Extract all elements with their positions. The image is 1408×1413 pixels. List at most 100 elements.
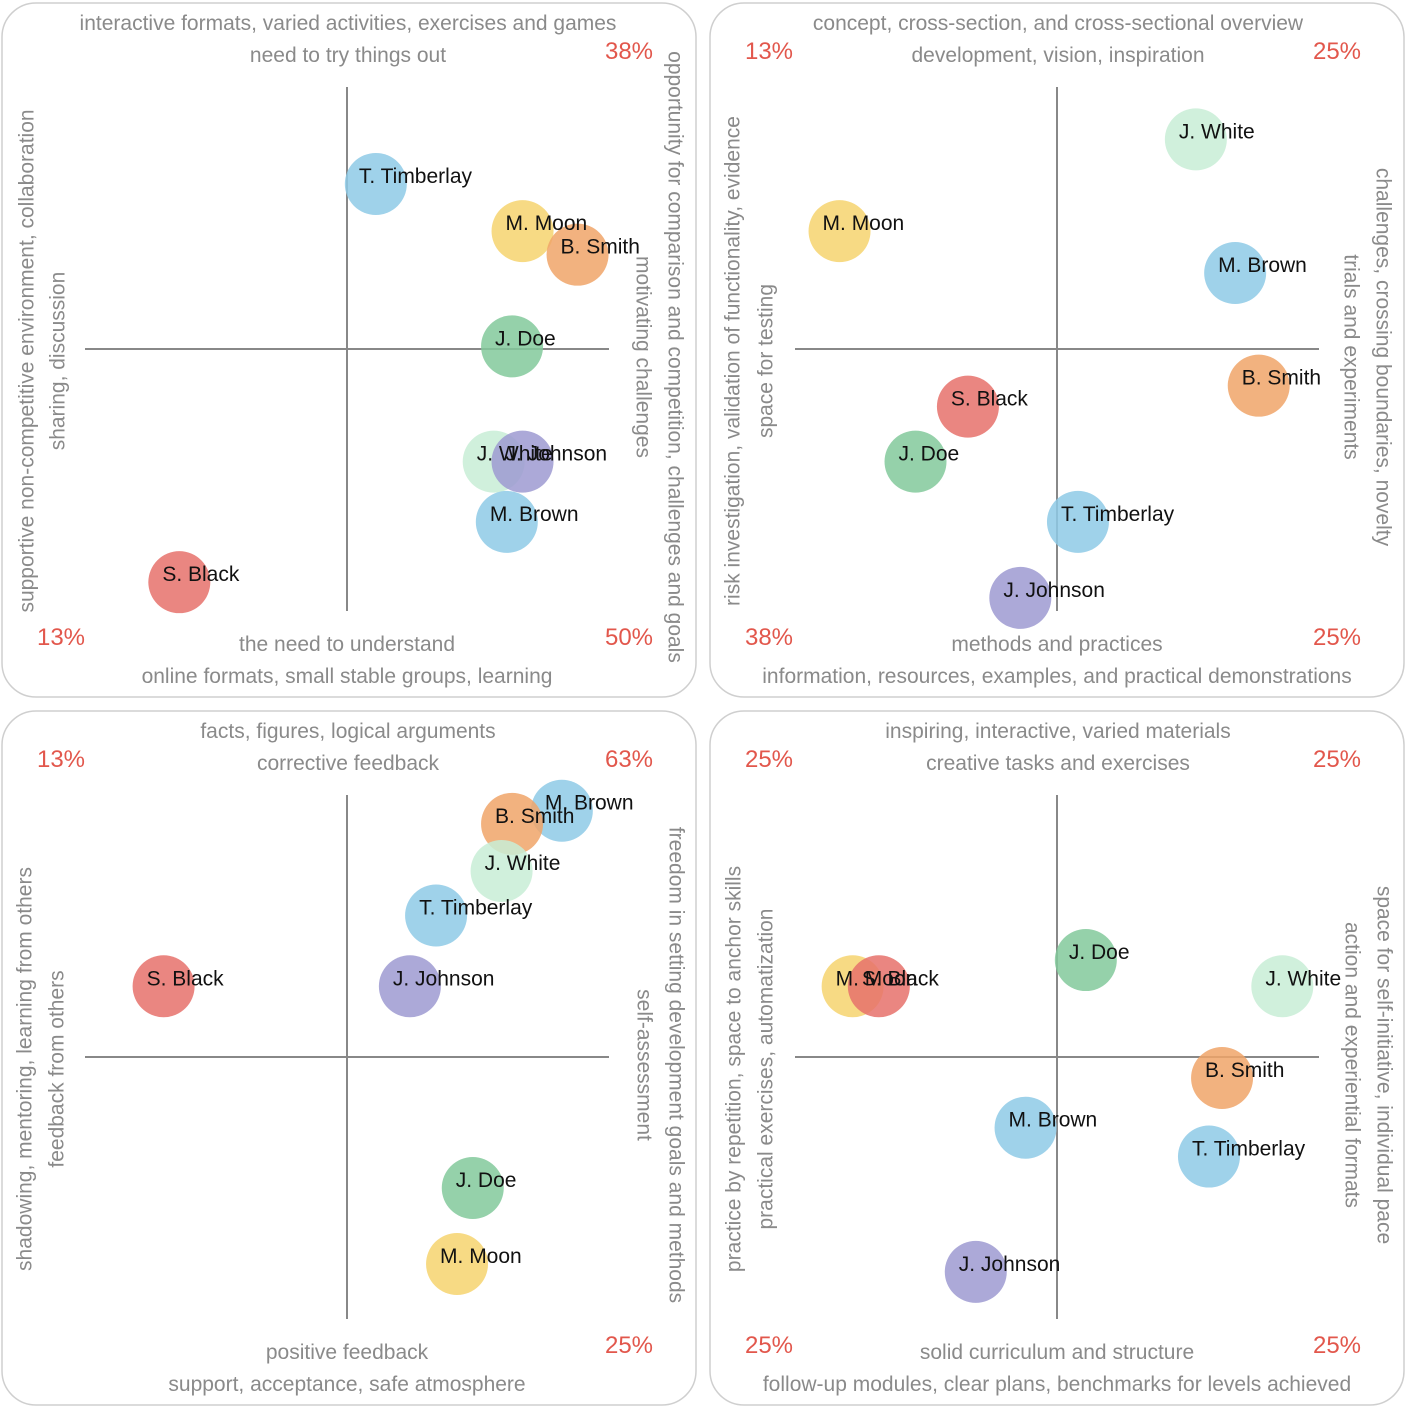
top-label-secondary: corrective feedback (257, 752, 440, 775)
data-point-marker (1177, 1125, 1240, 1188)
data-point-marker (546, 223, 609, 286)
panel-frame (709, 2, 1405, 698)
data-point-label: B. Smith (561, 236, 640, 259)
right-label-secondary: trials and experiments (1340, 254, 1363, 459)
quadrant-percent-tr: 63% (605, 746, 653, 773)
data-point-marker (530, 779, 593, 842)
data-point-label: J. Johnson (393, 967, 495, 990)
data-point-label: M. Moon (823, 212, 905, 235)
data-point-label: M. Moon (836, 967, 918, 990)
right-label-secondary: action and experiential formats (1341, 922, 1364, 1208)
top-label-secondary: creative tasks and exercises (926, 752, 1190, 775)
data-point-label: M. Brown (490, 503, 579, 526)
data-point-marker (936, 375, 999, 438)
data-point-marker (491, 200, 554, 263)
right-label-primary: space for self-initiative, individual pa… (1373, 886, 1396, 1244)
data-point-marker (1204, 242, 1267, 305)
data-point-label: J. Johnson (1003, 579, 1105, 602)
left-label-secondary: sharing, discussion (47, 272, 70, 451)
left-label-secondary: feedback from others (46, 970, 69, 1167)
data-point-marker (426, 1232, 489, 1295)
data-point-marker (1046, 490, 1109, 553)
quadrant-percent-bl: 25% (745, 1332, 793, 1359)
data-point-label: M. Brown (1218, 254, 1307, 277)
data-point-marker (1227, 354, 1290, 417)
data-point-marker (475, 490, 538, 553)
data-point-label: J. Johnson (959, 1253, 1061, 1276)
data-point-marker (148, 551, 211, 614)
data-point-label: M. Moon (506, 212, 588, 235)
left-label-primary: shadowing, mentoring, learning from othe… (14, 867, 37, 1271)
top-label-primary: interactive formats, varied activities, … (80, 12, 617, 35)
data-point-marker (808, 200, 871, 263)
data-point-label: T. Timberlay (1061, 503, 1175, 526)
quadrant-percent-tl: 13% (745, 38, 793, 65)
right-label-secondary: motivating challenges (632, 256, 655, 458)
data-point-label: M. Moon (440, 1245, 522, 1268)
data-point-label: S. Black (862, 967, 940, 990)
quadrant-chart-3: facts, figures, logical arguments correct… (1, 710, 697, 1406)
right-label-primary: freedom in setting development goals and… (665, 827, 688, 1303)
data-point-label: J. Doe (899, 443, 960, 466)
quadrant-percent-bl: 38% (745, 624, 793, 651)
left-label-secondary: space for testing (755, 284, 778, 438)
bottom-label-secondary: support, acceptance, safe atmosphere (168, 1373, 525, 1396)
top-label-secondary: development, vision, inspiration (912, 44, 1205, 67)
data-point-label: B. Smith (1242, 367, 1321, 390)
quadrant-percent-br: 25% (1313, 624, 1361, 651)
data-point-label: J. Johnson (506, 443, 608, 466)
data-point-marker (441, 1157, 504, 1219)
quadrant-chart-1: interactive formats, varied activities, … (1, 2, 697, 698)
data-point-label: T. Timberlay (1192, 1138, 1306, 1161)
data-point-label: J. Doe (495, 327, 556, 350)
data-point-marker (989, 566, 1052, 629)
left-label-primary: practice by repetition, space to anchor … (723, 866, 746, 1272)
bottom-label-primary: the need to understand (239, 633, 455, 656)
data-point-label: B. Smith (495, 805, 574, 828)
right-label-primary: opportunity for comparison and competiti… (664, 51, 687, 663)
data-point-marker (994, 1096, 1057, 1159)
data-point-label: M. Brown (1009, 1109, 1098, 1132)
data-point-label: T. Timberlay (359, 165, 473, 188)
data-point-label: T. Timberlay (419, 897, 533, 920)
data-point-marker (1251, 955, 1314, 1018)
bottom-label-primary: solid curriculum and structure (920, 1341, 1194, 1364)
data-point-marker (1164, 108, 1227, 171)
data-point-marker (481, 792, 544, 855)
quadrant-percent-br: 50% (605, 624, 653, 651)
quadrant-chart-4: inspiring, interactive, varied materials… (709, 710, 1405, 1406)
data-point-label: B. Smith (1205, 1059, 1284, 1082)
data-point-label: S. Black (147, 967, 225, 990)
data-point-marker (847, 955, 910, 1018)
data-point-label: J. White (477, 443, 553, 466)
data-point-marker (481, 315, 544, 378)
data-point-marker (884, 430, 947, 493)
left-label-primary: risk investigation, validation of functi… (722, 116, 745, 606)
left-label-primary: supportive non-competitive environment, … (16, 109, 39, 612)
quadrant-chart-2: concept, cross-section, and cross-sectio… (709, 2, 1405, 698)
bottom-label-secondary: online formats, small stable groups, lea… (142, 665, 553, 688)
data-point-label: J. White (1179, 120, 1255, 143)
top-label-primary: facts, figures, logical arguments (200, 720, 495, 743)
quadrant-percent-tr: 38% (605, 38, 653, 65)
bottom-label-primary: methods and practices (951, 633, 1162, 656)
quadrant-percent-tl: 25% (745, 746, 793, 773)
panel-frame (709, 710, 1405, 1406)
quadrant-percent-tr: 25% (1313, 746, 1361, 773)
bottom-label-primary: positive feedback (266, 1341, 429, 1364)
data-point-marker (132, 955, 195, 1018)
quadrant-percent-bl: 13% (37, 624, 85, 651)
bottom-label-secondary: follow-up modules, clear plans, benchmar… (763, 1373, 1351, 1396)
data-point-label: J. White (1265, 967, 1341, 990)
quadrant-percent-br: 25% (1313, 1332, 1361, 1359)
data-point-label: J. White (485, 852, 561, 875)
data-point-marker (944, 1240, 1007, 1303)
panel-frame (1, 2, 697, 698)
left-label-secondary: practical exercises, automatization (755, 909, 778, 1230)
data-point-marker (1054, 929, 1117, 992)
data-point-marker (344, 152, 407, 215)
quadrant-percent-tr: 25% (1313, 38, 1361, 65)
